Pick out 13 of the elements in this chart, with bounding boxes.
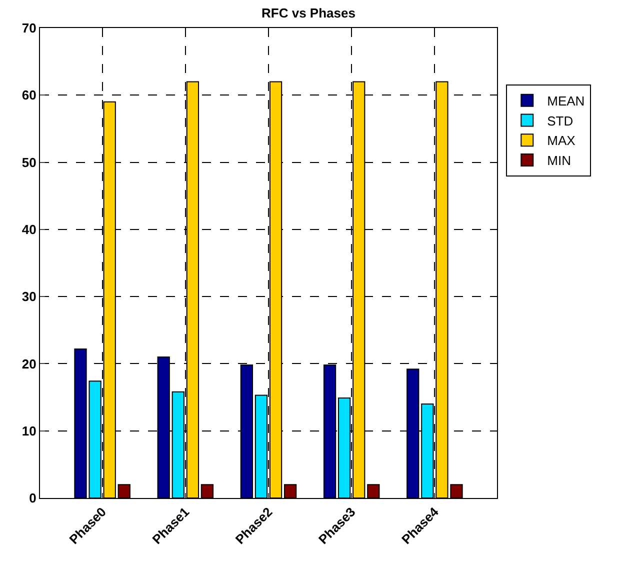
y-tick-label: 10: [22, 423, 36, 438]
legend-label: STD: [547, 113, 574, 128]
y-tick-label: 60: [22, 88, 36, 103]
legend-label: MEAN: [547, 93, 585, 108]
y-tick-label: 70: [22, 20, 36, 36]
legend-label: MIN: [547, 153, 571, 168]
y-tick-label: 50: [22, 154, 36, 170]
y-tick-label: 40: [22, 222, 36, 237]
y-tick-label: 30: [22, 289, 36, 304]
y-tick-label: 0: [29, 490, 36, 506]
legend-label: MAX: [547, 133, 576, 148]
y-tick-label: 20: [22, 356, 36, 372]
chart-title: RFC vs Phases: [262, 6, 356, 21]
